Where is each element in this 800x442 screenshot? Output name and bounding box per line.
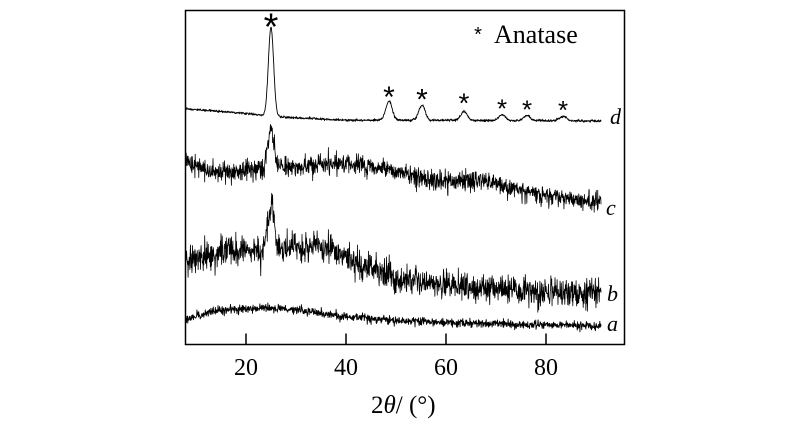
svg-text:d: d xyxy=(610,104,622,129)
svg-text:*: * xyxy=(497,94,507,124)
svg-text:b: b xyxy=(607,281,618,306)
svg-text:20: 20 xyxy=(234,355,258,381)
svg-text:2θ/ (°): 2θ/ (°) xyxy=(371,392,436,419)
svg-text:*: * xyxy=(416,84,428,117)
svg-text:60: 60 xyxy=(434,355,458,381)
svg-text:Anatase: Anatase xyxy=(494,20,578,49)
svg-text:*: * xyxy=(383,81,395,114)
svg-text:*: * xyxy=(264,6,279,48)
svg-text:40: 40 xyxy=(334,355,358,381)
svg-text:80: 80 xyxy=(534,355,558,381)
svg-text:*: * xyxy=(522,95,532,125)
svg-text:a: a xyxy=(607,311,618,336)
svg-text:*: * xyxy=(474,24,482,46)
svg-text:*: * xyxy=(558,95,568,125)
svg-text:c: c xyxy=(606,195,616,220)
svg-text:*: * xyxy=(459,88,470,119)
